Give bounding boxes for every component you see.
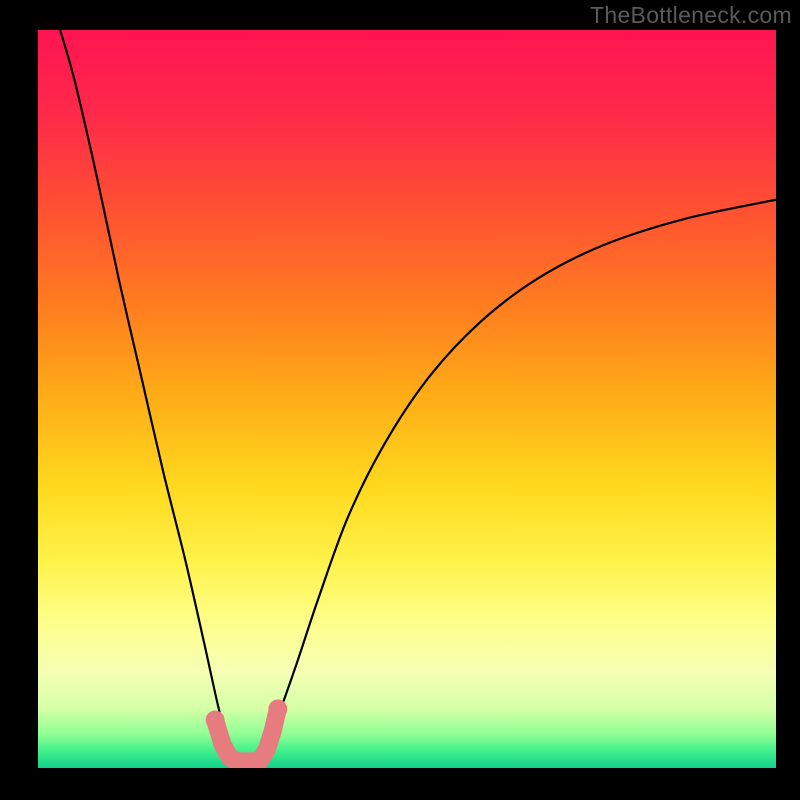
plot-svg — [38, 30, 776, 768]
watermark-text: TheBottleneck.com — [590, 2, 792, 29]
plot-area — [38, 30, 776, 768]
marker-run-start-dot — [206, 711, 225, 730]
chart-frame: TheBottleneck.com — [0, 0, 800, 800]
marker-run-end-dot — [268, 699, 287, 718]
plot-background — [38, 30, 776, 768]
